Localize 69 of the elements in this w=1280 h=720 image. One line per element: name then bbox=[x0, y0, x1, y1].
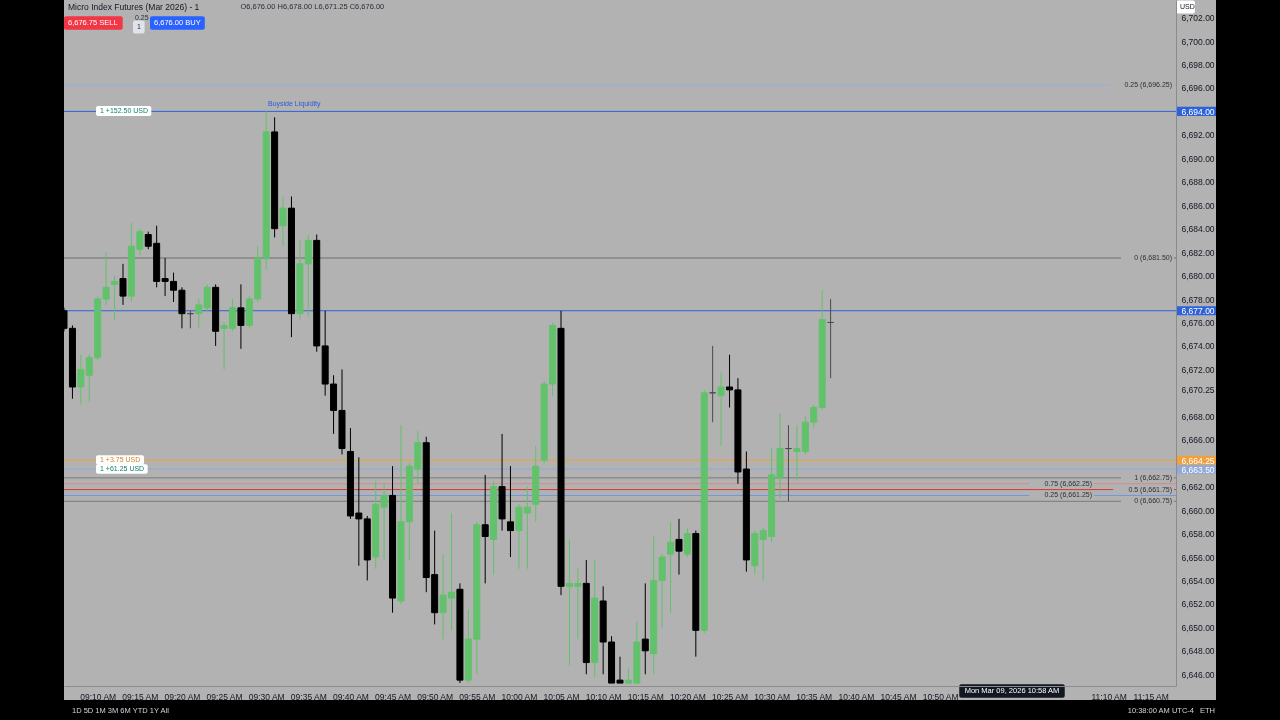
candlestick bbox=[506, 465, 514, 558]
candlestick bbox=[111, 275, 119, 321]
y-tick-label: 6,646.00 bbox=[1181, 669, 1215, 680]
x-tick-label: 09:10 AM bbox=[80, 691, 117, 702]
x-tick-label: 09:30 AM bbox=[248, 691, 285, 702]
y-tick-label: 6,663.50 bbox=[1181, 464, 1215, 475]
y-tick-label: 6,676.00 bbox=[1181, 317, 1215, 328]
x-tick-label: 10:45 AM bbox=[880, 691, 917, 702]
y-tick-label: 6,668.00 bbox=[1181, 411, 1215, 422]
y-tick-label: 6,656.00 bbox=[1181, 552, 1215, 563]
candlestick bbox=[119, 263, 127, 306]
x-tick-label: 10:30 AM bbox=[754, 691, 791, 702]
x-tick-label: 09:45 AM bbox=[375, 691, 412, 702]
y-tick-label: 6,694.00 bbox=[1181, 106, 1215, 117]
x-tick-label: 10:10 AM bbox=[585, 691, 622, 702]
candlestick bbox=[77, 354, 85, 406]
candlestick bbox=[675, 518, 683, 576]
x-tick-label: 10:50 AM bbox=[922, 691, 959, 702]
candlestick bbox=[237, 283, 245, 350]
candlestick bbox=[641, 582, 649, 675]
x-tick-label: 09:55 AM bbox=[459, 691, 496, 702]
y-tick-label: 6,654.00 bbox=[1181, 575, 1215, 586]
y-tick-label: 6,684.00 bbox=[1181, 224, 1215, 235]
y-tick-label: 6,672.00 bbox=[1181, 364, 1215, 375]
y-tick-label: 6,648.00 bbox=[1181, 646, 1215, 657]
y-tick-label: 6,650.00 bbox=[1181, 622, 1215, 633]
y-tick-label: 6,678.00 bbox=[1181, 294, 1215, 305]
y-tick-label: 6,664.25 bbox=[1181, 455, 1215, 466]
candlestick bbox=[195, 298, 203, 329]
x-tick-label: 10:35 AM bbox=[796, 691, 833, 702]
x-tick-label: 11:10 AM bbox=[1091, 691, 1127, 702]
x-tick-label: 10:25 AM bbox=[712, 691, 748, 702]
x-tick-label: 10:05 AM bbox=[543, 691, 580, 702]
candlestick bbox=[279, 195, 287, 247]
x-tick-label: 09:40 AM bbox=[332, 691, 369, 702]
x-tick-label: 09:20 AM bbox=[164, 691, 201, 702]
x-tick-label: 09:25 AM bbox=[206, 691, 243, 702]
y-tick-label: 6,686.00 bbox=[1181, 200, 1215, 211]
candlestick bbox=[481, 474, 489, 584]
x-tick-label: 10:15 AM bbox=[627, 691, 664, 702]
x-tick-label: 10:40 AM bbox=[838, 691, 875, 702]
y-tick-label: 6,660.00 bbox=[1181, 505, 1215, 516]
y-tick-label: 6,690.00 bbox=[1181, 153, 1215, 164]
y-tick-label: 6,702.00 bbox=[1181, 13, 1215, 24]
y-tick-label: 6,692.00 bbox=[1181, 130, 1215, 141]
y-tick-label: 6,674.00 bbox=[1181, 341, 1215, 352]
y-tick-label: 6,680.00 bbox=[1181, 271, 1215, 282]
y-tick-label: 6,677.00 bbox=[1181, 306, 1215, 317]
y-tick-label: 6,700.00 bbox=[1181, 36, 1215, 47]
chart-title: Micro Index Futures (Mar 2026) - 1 bbox=[68, 2, 200, 12]
x-tick-label: 10:20 AM bbox=[669, 691, 706, 702]
y-tick-label: 6,662.00 bbox=[1181, 482, 1215, 493]
x-tick-label: 09:35 AM bbox=[290, 691, 327, 702]
candlestick bbox=[717, 371, 725, 447]
candlestick bbox=[203, 283, 211, 312]
candlestick bbox=[667, 521, 675, 614]
y-tick-label: 6,682.00 bbox=[1181, 247, 1215, 258]
candlestick bbox=[683, 527, 691, 558]
y-tick-label: 6,670.25 bbox=[1181, 385, 1215, 396]
x-tick-label: 09:15 AM bbox=[122, 691, 159, 702]
y-tick-label: 6,658.00 bbox=[1181, 529, 1215, 540]
y-tick-label: 6,652.00 bbox=[1181, 599, 1215, 610]
y-tick-label: 6,698.00 bbox=[1181, 60, 1215, 70]
x-tick-label: 09:50 AM bbox=[417, 691, 454, 702]
y-tick-label: 6,696.00 bbox=[1181, 83, 1215, 94]
y-tick-label: 6,688.00 bbox=[1181, 177, 1215, 188]
y-tick-label: 6,666.00 bbox=[1181, 435, 1215, 446]
x-tick-label: 10:00 AM bbox=[501, 691, 538, 702]
x-tick-label: 11:15 AM bbox=[1133, 691, 1169, 702]
